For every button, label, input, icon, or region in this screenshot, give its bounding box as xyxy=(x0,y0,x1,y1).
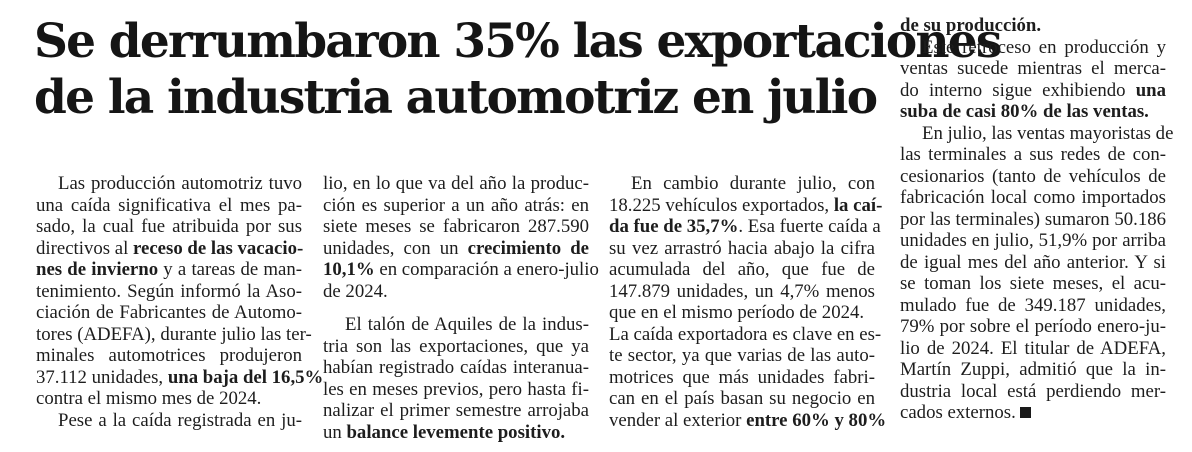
article-column-4: de su producción. Este retroceso en prod… xyxy=(900,15,1174,424)
body-line: las terminales a sus redes de con- xyxy=(900,144,1166,165)
body-line: 79% por sobre el período enero-ju- xyxy=(900,316,1166,337)
highlight-text: da fue de 35,7% xyxy=(609,216,739,237)
body-line: fabricación local como importados xyxy=(900,187,1166,208)
body-line: cesionarios (tanto de vehículos de xyxy=(900,165,1166,187)
body-line: En cambio durante julio, con xyxy=(631,173,875,194)
body-line: que en el mismo período de 2024. xyxy=(609,302,865,323)
headline: Se derrumbaron 35% las exportaciones de … xyxy=(34,14,1002,126)
body-line: Pese a la caída registrada en ju- xyxy=(58,409,302,431)
body-line: Las producción automotriz tuvo xyxy=(58,173,302,194)
body-line: dustria local está perdiendo mer- xyxy=(900,380,1166,402)
body-line: mulado fue de 349.187 unidades, xyxy=(900,294,1166,316)
body-line: 37.112 unidades, una baja del 16,5% xyxy=(36,366,324,388)
body-line: 18.225 vehículos exportados, la caí- xyxy=(609,194,883,216)
highlight-text: una baja del 16,5% xyxy=(167,366,324,388)
body-line: ción es superior a un año atrás: en xyxy=(323,194,589,216)
body-line: siete meses se fabricaron 287.590 xyxy=(323,216,589,237)
article-column-2: lio, en lo que va del año la produc- ció… xyxy=(323,173,599,443)
highlight-text: balance levemente positivo. xyxy=(346,421,566,443)
body-line: un balance levemente positivo. xyxy=(323,421,566,443)
body-line: En julio, las ventas mayoristas de xyxy=(922,122,1174,144)
highlight-text: suba de casi 80% de las ventas. xyxy=(900,101,1149,122)
body-line: Este retroceso en producción y xyxy=(922,36,1166,58)
article-column-1: Las producción automotriz tuvo una caída… xyxy=(36,173,324,431)
body-line: cados externos. xyxy=(900,402,1166,424)
body-line: ciación de Fabricantes de Automo- xyxy=(36,302,302,323)
body-line: sado, la cual fue atribuida por sus xyxy=(36,216,302,237)
body-line: da fue de 35,7%. Esa fuerte caída a xyxy=(609,216,881,237)
body-line: habían registrado caídas interanua- xyxy=(323,357,589,378)
body-line: La caída exportadora es clave en es- xyxy=(609,323,882,345)
headline-line-1: Se derrumbaron 35% las exportaciones xyxy=(34,14,1002,69)
body-line: unidades, con un crecimiento de xyxy=(323,237,589,259)
body-line: nalizar el primer semestre arrojaba xyxy=(323,400,589,421)
body-line: 10,1% en comparación a enero-julio xyxy=(323,259,599,280)
body-line: directivos al receso de las vacacio- xyxy=(36,237,304,259)
headline-line-2: de la industria automotriz en julio xyxy=(34,70,878,125)
highlight-text: crecimiento de xyxy=(467,237,589,259)
body-line: El talón de Aquiles de la indus- xyxy=(345,314,589,335)
body-line: les en meses previos, pero hasta fi- xyxy=(323,378,589,400)
body-line: unidades en julio, 51,9% por arriba xyxy=(900,230,1166,251)
body-line: Martín Zuppi, admitió que la in- xyxy=(900,359,1166,380)
body-line: 147.879 unidades, un 4,7% menos xyxy=(609,280,875,302)
highlight-text: de su producción. xyxy=(900,15,1042,36)
body-line: lio de 2024. El titular de ADEFA, xyxy=(900,337,1166,359)
body-line: una caída significativa el mes pa- xyxy=(36,194,302,216)
body-line: lio, en lo que va del año la produc- xyxy=(323,173,589,194)
highlight-text: la caí- xyxy=(833,194,883,216)
body-line: tria son las exportaciones, que ya xyxy=(323,335,589,357)
body-line: do interno sigue exhibiendo una xyxy=(900,79,1166,101)
body-line: ventas sucede mientras el merca- xyxy=(900,58,1166,79)
highlight-text: receso de las vacacio- xyxy=(133,237,304,259)
highlight-text: entre 60% y 80% xyxy=(746,409,887,431)
end-of-article-mark xyxy=(1019,407,1031,418)
body-line: motrices que más unidades fabri- xyxy=(609,366,875,388)
body-line: se toman los siete meses, el acu- xyxy=(900,273,1166,294)
article-column-3: En cambio durante julio, con 18.225 vehí… xyxy=(609,173,887,431)
body-line: su vez arrastró hacia abajo la cifra xyxy=(609,237,875,259)
body-line: por las terminales) sumaron 50.186 xyxy=(900,208,1166,230)
body-line: suba de casi 80% de las ventas. xyxy=(900,101,1166,123)
body-line: de igual mes del año anterior. Y si xyxy=(900,251,1166,273)
highlight-text: 10,1% xyxy=(323,259,375,280)
body-line: de 2024. xyxy=(323,280,388,302)
body-line: vender al exterior entre 60% y 80% xyxy=(609,409,887,431)
body-line: nes de invierno y a tareas de man- xyxy=(36,259,303,280)
highlight-text: nes de invierno xyxy=(36,259,159,280)
body-line: acumulada del año, que fue de xyxy=(609,259,875,280)
body-line: minales automotrices produjeron xyxy=(36,345,302,366)
body-line: contra el mismo mes de 2024. xyxy=(36,388,262,409)
body-line: can en el país basan su negocio en xyxy=(609,388,875,409)
body-line: de su producción. xyxy=(900,15,1166,37)
body-line: tores (ADEFA), durante julio las ter- xyxy=(36,323,312,345)
highlight-text: una xyxy=(1135,79,1166,101)
body-line: tenimiento. Según informó la Aso- xyxy=(36,280,302,302)
body-line: te sector, ya que varias de las auto- xyxy=(609,345,875,366)
